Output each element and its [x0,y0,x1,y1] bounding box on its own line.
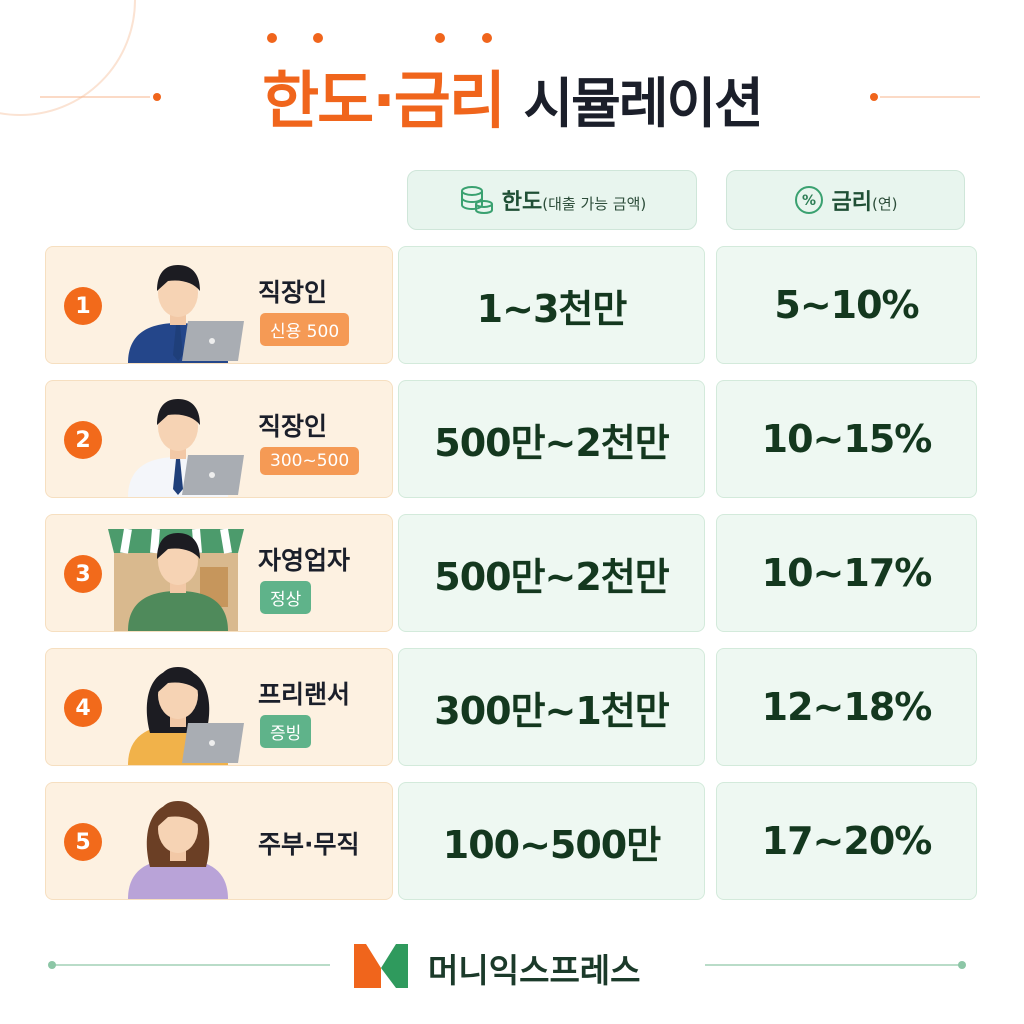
person-illustration [128,399,244,497]
rate-cell: 17~20% [716,782,977,900]
rate-cell: 10~15% [716,380,977,498]
coins-icon [460,186,493,215]
job-tag: 정상 [260,581,312,614]
person-illustration [128,265,244,363]
row-label-cell: 5 주부·무직 [45,782,393,900]
rate-cell: 5~10% [716,246,977,364]
rate-header-label: 금리(연) [832,184,898,216]
person-illustration [128,667,244,765]
rate-cell: 10~17% [716,514,977,632]
svg-text:%: % [801,193,815,209]
limit-sub: (대출 가능 금액) [542,195,647,213]
limit-cell: 500만~2천만 [398,380,705,498]
limit-cell: 300만~1천만 [398,648,705,766]
limit-header: 한도(대출 가능 금액) [407,170,697,230]
limit-cell: 100~500만 [398,782,705,900]
rate-sub: (연) [871,195,898,213]
title-accent: 한도·금리 [262,64,506,137]
row-number: 2 [64,421,102,459]
brand: 머니익스프레스 [428,951,641,990]
percent-icon: % [794,186,823,214]
job-tag: 증빙 [260,715,312,748]
job-name: 직장인 [258,278,328,307]
footer-decor [48,944,966,988]
job-tag: 300~500 [260,447,360,475]
job-tag: 신용 500 [260,313,350,346]
title: 한도·금리 시뮬레이션 [0,50,1024,140]
limit-cell: 1~3천만 [398,246,705,364]
person-illustration [108,528,244,631]
limit-header-label: 한도(대출 가능 금액) [502,184,647,216]
decor [0,0,980,116]
rate-header: % 금리(연) [726,170,965,230]
row-label-cell: 2 직장인 300~500 [45,380,393,498]
person-illustration [128,801,228,899]
rate-cell: 12~18% [716,648,977,766]
job-name: 프리랜서 [258,680,351,709]
limit-cell: 500만~2천만 [398,514,705,632]
row-number: 1 [64,287,102,325]
job-name: 자영업자 [258,546,351,575]
limit-label: 한도 [501,190,543,215]
row-number: 4 [64,689,102,727]
row-number: 3 [64,555,102,593]
job-name: 주부·무직 [258,830,360,859]
title-rest: 시뮬레이션 [523,72,763,135]
row-number: 5 [64,823,102,861]
job-name: 직장인 [258,412,328,441]
rate-label: 금리 [831,190,872,215]
